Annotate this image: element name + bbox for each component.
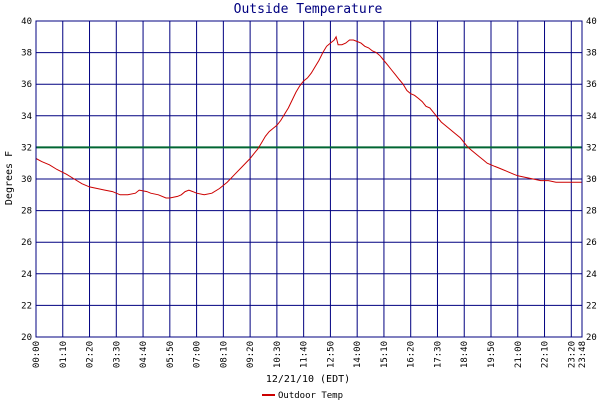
y-tick-left-10: 40 xyxy=(21,17,32,27)
y-tick-right-4: 28 xyxy=(586,207,597,217)
x-tick-19: 22:10 xyxy=(541,341,551,368)
y-tick-right-3: 26 xyxy=(586,238,597,248)
y-tick-left-2: 24 xyxy=(21,270,32,280)
x-tick-0: 00:00 xyxy=(32,341,42,368)
series-line-0 xyxy=(35,35,582,199)
x-tick-7: 08:10 xyxy=(219,341,229,368)
x-tick-17: 19:50 xyxy=(487,341,497,368)
y-tick-left-4: 28 xyxy=(21,207,32,217)
plot-border xyxy=(35,20,583,338)
y-tick-left-5: 30 xyxy=(21,175,32,185)
x-tick-16: 18:40 xyxy=(460,341,470,368)
y-tick-right-9: 38 xyxy=(586,49,597,59)
y-tick-right-5: 30 xyxy=(586,175,597,185)
x-tick-labels: 00:00 01:10 02:20 03:30 04:40 05:50 07:00 08:10… xyxy=(32,341,588,368)
x-tick-2: 02:20 xyxy=(86,341,96,368)
x-tick-20: 23:20 xyxy=(567,341,577,368)
x-tick-12: 14:00 xyxy=(353,341,363,368)
y-tick-right-8: 36 xyxy=(586,80,597,90)
x-tick-18: 21:00 xyxy=(514,341,524,368)
y-tick-left-0: 20 xyxy=(21,333,32,343)
x-tick-13: 15:10 xyxy=(380,341,390,368)
y-tick-left-6: 32 xyxy=(21,143,32,153)
x-tick-5: 05:50 xyxy=(166,341,176,368)
plot-frame xyxy=(35,20,583,338)
y-tick-right-0: 20 xyxy=(586,333,597,343)
y-tick-labels-left: 20 22 24 26 28 30 32 34 36 38 40 xyxy=(21,17,32,343)
grid-lines xyxy=(35,20,583,338)
x-tick-11: 12:50 xyxy=(326,341,336,368)
y-tick-labels-right: 20 22 24 26 28 30 32 34 36 38 40 xyxy=(586,17,597,343)
x-tick-6: 07:00 xyxy=(193,341,203,368)
y-tick-left-3: 26 xyxy=(21,238,32,248)
x-tick-14: 16:20 xyxy=(407,341,417,368)
y-tick-right-6: 32 xyxy=(586,143,597,153)
y-tick-right-10: 40 xyxy=(586,17,597,27)
x-tick-21: 23:48 xyxy=(578,341,588,368)
y-tick-left-8: 36 xyxy=(21,80,32,90)
y-tick-right-2: 24 xyxy=(586,270,597,280)
x-tick-4: 04:40 xyxy=(139,341,149,368)
series-layer xyxy=(35,35,582,199)
x-tick-3: 03:30 xyxy=(112,341,122,368)
chart-title: Outside Temperature xyxy=(234,2,383,17)
x-tick-9: 10:30 xyxy=(273,341,283,368)
x-tick-1: 01:10 xyxy=(59,341,69,368)
x-tick-15: 17:30 xyxy=(434,341,444,368)
x-tick-10: 11:40 xyxy=(300,341,310,368)
x-tick-8: 09:20 xyxy=(246,341,256,368)
legend: Outdoor Temp xyxy=(262,391,343,400)
y-axis-label: Degrees F xyxy=(4,151,15,205)
y-tick-left-7: 34 xyxy=(21,112,32,122)
y-tick-left-9: 38 xyxy=(21,49,32,59)
legend-label: Outdoor Temp xyxy=(278,391,343,400)
x-axis-label: 12/21/10 (EDT) xyxy=(266,374,350,385)
y-tick-left-1: 22 xyxy=(21,301,32,311)
y-tick-right-1: 22 xyxy=(586,301,597,311)
y-tick-right-7: 34 xyxy=(586,112,597,122)
